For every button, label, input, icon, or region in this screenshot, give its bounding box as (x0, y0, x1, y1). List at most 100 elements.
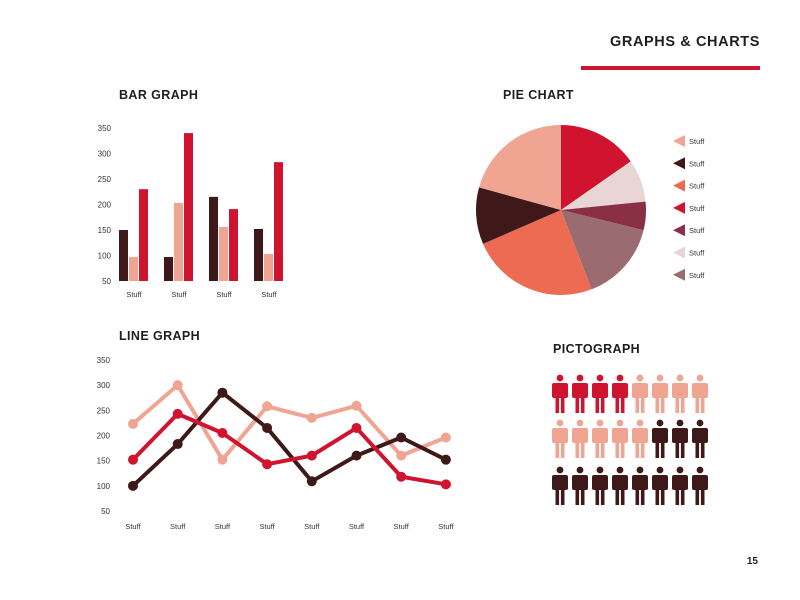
data-point (396, 432, 407, 443)
series-line (131, 390, 448, 488)
pictograph-title: PICTOGRAPH (553, 342, 641, 356)
person-leg-right (660, 489, 665, 505)
person-leg-right (640, 442, 645, 458)
data-point (262, 459, 273, 470)
pie-slice (483, 210, 592, 295)
person-head (596, 374, 604, 382)
person-head (656, 466, 664, 474)
legend-marker-icon (673, 157, 685, 170)
legend-label: Stuff (689, 249, 705, 258)
person-icon (632, 466, 648, 505)
person-head (556, 466, 564, 474)
y-tick-label: 100 (97, 482, 111, 491)
person-icon (692, 374, 708, 413)
data-point (262, 422, 273, 433)
bar (184, 133, 193, 281)
data-point (128, 454, 138, 465)
person-body (672, 428, 688, 443)
person-icon (612, 466, 628, 505)
bar (264, 253, 273, 281)
person-leg-right (680, 489, 685, 505)
person-leg-right (620, 397, 625, 413)
data-point (440, 454, 451, 465)
person-leg-left (675, 489, 680, 505)
data-point (172, 408, 183, 419)
person-leg-left (675, 397, 680, 413)
pie-chart-title: PIE CHART (503, 88, 574, 102)
person-leg-right (600, 489, 605, 505)
person-leg-left (615, 442, 620, 458)
y-tick-label: 300 (97, 381, 111, 390)
person-leg-left (595, 489, 600, 505)
person-head (676, 374, 684, 382)
data-point (217, 427, 228, 438)
x-tick-label: Stuff (349, 522, 365, 531)
person-head (676, 419, 684, 427)
data-point (351, 400, 362, 411)
y-tick-label: 50 (101, 507, 110, 516)
data-point (172, 439, 183, 450)
person-head (616, 374, 624, 382)
y-tick-label: 100 (98, 252, 112, 261)
person-icon (632, 419, 648, 458)
person-leg-left (695, 489, 700, 505)
person-body (632, 428, 648, 443)
person-body (692, 475, 708, 490)
data-point (306, 412, 317, 423)
person-leg-right (640, 489, 645, 505)
data-point (306, 450, 317, 461)
data-point (440, 479, 451, 490)
person-leg-left (555, 489, 560, 505)
person-leg-right (580, 397, 585, 413)
person-body (612, 383, 628, 398)
person-leg-right (580, 442, 585, 458)
x-tick-label: Stuff (126, 290, 142, 299)
person-leg-right (640, 397, 645, 413)
person-body (652, 428, 668, 443)
person-body (552, 428, 568, 443)
person-body (572, 475, 588, 490)
person-icon (592, 466, 608, 505)
person-body (672, 475, 688, 490)
pie-slice (561, 161, 646, 210)
pie-slice (561, 210, 644, 290)
data-point (306, 476, 317, 487)
bar (274, 162, 283, 281)
person-head (616, 419, 624, 427)
x-tick-label: Stuff (171, 290, 187, 299)
person-leg-left (675, 442, 680, 458)
person-leg-left (575, 489, 580, 505)
pie-slice (479, 125, 561, 210)
data-point (440, 432, 451, 443)
person-leg-right (560, 397, 565, 413)
person-leg-left (595, 442, 600, 458)
bar (164, 257, 173, 281)
person-icon (652, 374, 668, 413)
person-leg-right (560, 442, 565, 458)
person-leg-left (695, 397, 700, 413)
data-point (217, 387, 228, 398)
person-leg-left (695, 442, 700, 458)
person-body (692, 428, 708, 443)
person-icon (692, 466, 708, 505)
legend-label: Stuff (689, 137, 705, 146)
x-tick-label: Stuff (216, 290, 232, 299)
person-leg-left (635, 442, 640, 458)
y-tick-label: 200 (98, 201, 112, 210)
person-body (552, 383, 568, 398)
series-line (131, 411, 448, 487)
person-body (592, 383, 608, 398)
bar (209, 196, 218, 281)
legend-marker-icon (673, 268, 685, 281)
line-graph-title: LINE GRAPH (119, 329, 201, 343)
person-icon (592, 374, 608, 413)
person-head (556, 419, 564, 427)
person-icon (552, 419, 568, 458)
person-leg-right (700, 489, 705, 505)
person-body (592, 428, 608, 443)
data-point (172, 380, 183, 391)
pie-slice (561, 125, 631, 210)
